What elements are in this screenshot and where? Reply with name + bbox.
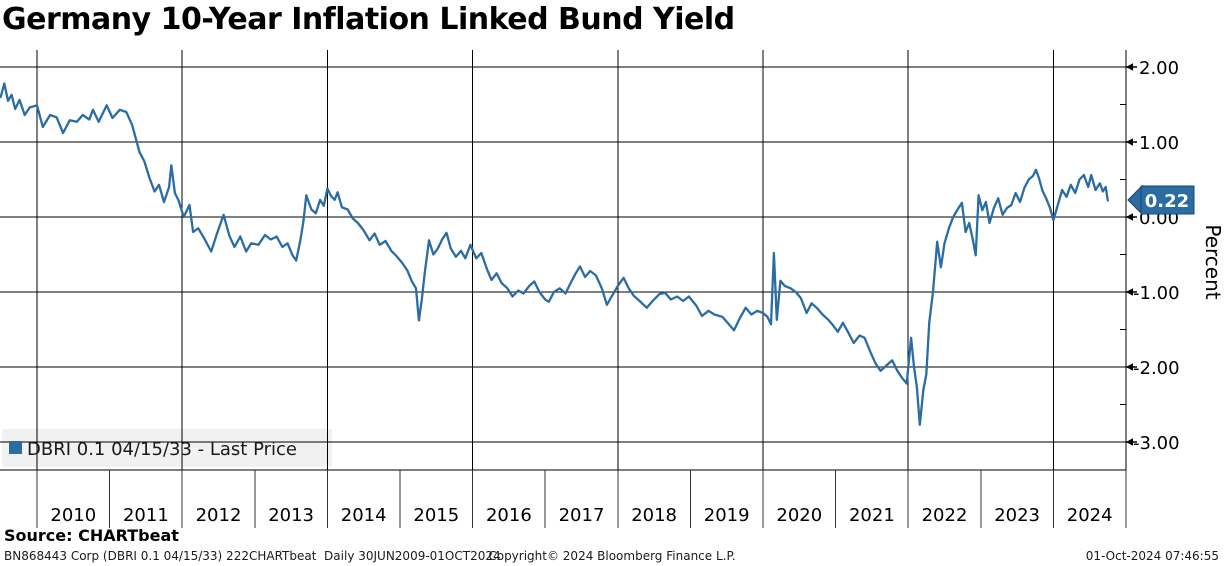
x-axis-year-label: 2014	[341, 505, 387, 526]
badge-arrow-icon	[1127, 184, 1143, 216]
y-axis-title: Percent	[1201, 224, 1224, 299]
page-title: Germany 10-Year Inflation Linked Bund Yi…	[2, 2, 735, 37]
y-axis-tick-label: 2.00	[1139, 58, 1179, 79]
x-axis-year-label: 2017	[559, 505, 605, 526]
footer-timestamp: 01-Oct-2024 07:46:55	[1085, 549, 1219, 563]
x-axis-year-label: 2020	[776, 505, 822, 526]
x-axis-year-label: 2024	[1067, 505, 1113, 526]
legend: DBRI 0.1 04/15/33 - Last Price	[9, 439, 297, 460]
x-axis-year-label: 2016	[486, 505, 532, 526]
x-axis-year-label: 2022	[922, 505, 968, 526]
x-axis-year-label: 2021	[849, 505, 895, 526]
footer-security-info: BN868443 Corp (DBRI 0.1 04/15/33) 222CHA…	[4, 549, 501, 563]
y-axis-tick-arrow-icon	[1126, 363, 1133, 371]
y-axis-tick-arrow-icon	[1126, 138, 1133, 146]
x-axis-year-label: 2013	[268, 505, 314, 526]
x-axis-year-label: 2018	[631, 505, 677, 526]
legend-marker-icon	[9, 441, 22, 454]
x-axis-year-label: 2023	[994, 505, 1040, 526]
source-line: Source: CHARTbeat	[4, 526, 179, 545]
y-axis-tick-arrow-icon	[1126, 63, 1133, 71]
y-axis-tick-arrow-icon	[1126, 288, 1133, 296]
badge-value: 0.22	[1145, 191, 1189, 212]
legend-label: DBRI 0.1 04/15/33 - Last Price	[27, 439, 297, 460]
y-axis-tick-label: -1.00	[1133, 283, 1180, 304]
series-line	[0, 82, 1109, 426]
x-axis-year-label: 2015	[413, 505, 459, 526]
x-axis-year-label: 2019	[704, 505, 750, 526]
y-axis-tick-arrow-icon	[1126, 438, 1133, 446]
y-axis-labels-layer: 2.001.000.00-1.00-2.00-3.00	[1120, 58, 1180, 454]
badge-body	[1140, 185, 1195, 215]
series-layer	[0, 82, 1109, 426]
footer-copyright: Copyright© 2024 Bloomberg Finance L.P.	[488, 549, 736, 563]
x-axis-year-label: 2012	[196, 505, 242, 526]
axes-layer: 2010 2011 2012 2013 2014 2015 2016 2017 2018 2019…	[0, 50, 1127, 528]
x-axis-year-label: 2011	[123, 505, 169, 526]
last-price-badge: 0.22	[1127, 184, 1195, 216]
y-axis-tick-label: -3.00	[1133, 433, 1180, 454]
gridlines-layer	[0, 50, 1126, 470]
legend-background	[2, 429, 332, 467]
x-axis-year-label: 2010	[50, 505, 96, 526]
y-axis-tick-arrow-icon	[1126, 213, 1133, 221]
y-axis-tick-label: 1.00	[1139, 133, 1179, 154]
y-axis-tick-label: -2.00	[1133, 358, 1180, 379]
